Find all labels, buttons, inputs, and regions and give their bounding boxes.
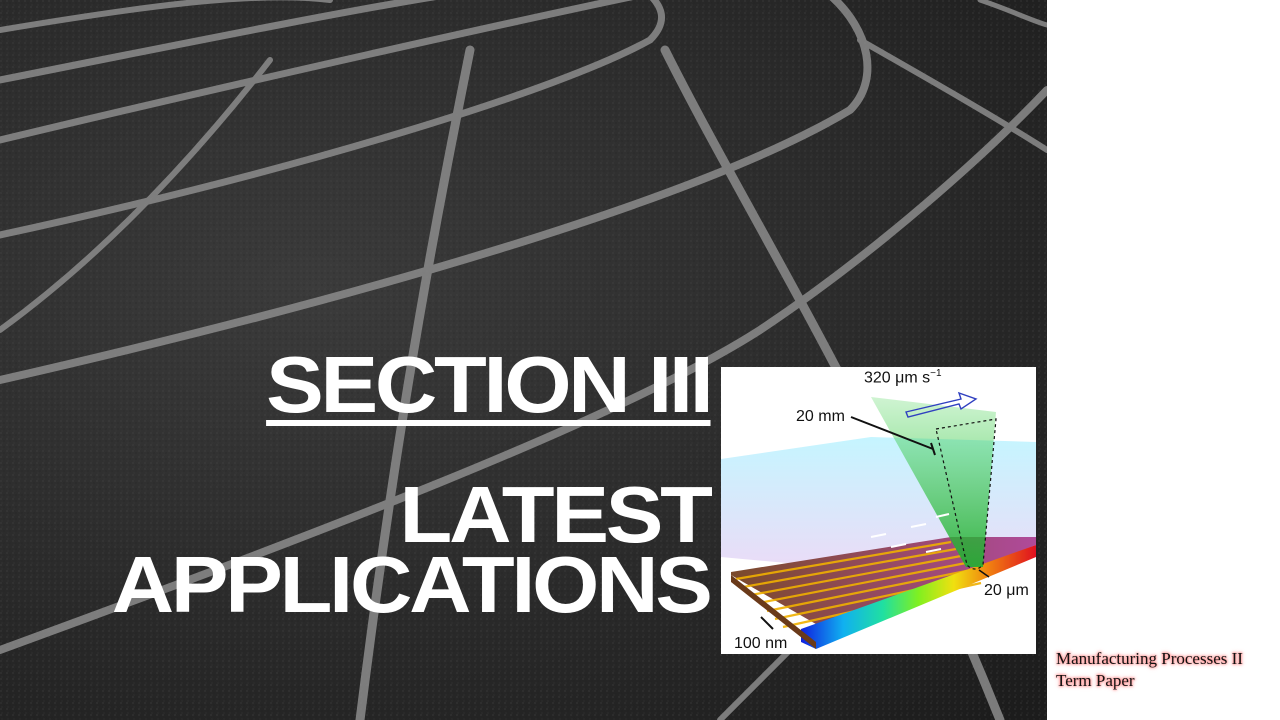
substrate-side xyxy=(731,575,816,649)
track-lane-lines xyxy=(0,0,1047,720)
footer-course: Manufacturing Processes II xyxy=(1056,649,1243,668)
subtitle-line-1: LATEST xyxy=(399,470,713,559)
thickness-scale-line xyxy=(760,616,774,630)
footer-doc-type: Term Paper xyxy=(1056,671,1135,690)
speed-label: 320 μm s−1 xyxy=(864,368,942,387)
direction-arrow-icon xyxy=(905,391,978,418)
film-layer xyxy=(731,537,1036,627)
rainbow-substrate xyxy=(801,545,1036,649)
footer-caption: Manufacturing Processes II Term Paper xyxy=(1056,648,1243,692)
laser-printing-figure: 320 μm s−1 20 mm 20 μm 100 nm xyxy=(721,367,1036,654)
length-label: 20 mm xyxy=(796,408,845,425)
running-track-background xyxy=(0,0,1047,720)
thickness-label: 100 nm xyxy=(734,635,788,652)
figure-illustration xyxy=(721,391,1036,649)
length-scale-line xyxy=(850,416,934,450)
laser-beam xyxy=(871,397,996,567)
width-label: 20 μm xyxy=(984,582,1029,599)
section-subtitle: LATEST APPLICATIONS xyxy=(112,470,713,629)
section-title: SECTION III xyxy=(265,340,714,429)
scan-marks xyxy=(870,513,950,553)
side-panel xyxy=(1047,0,1280,720)
subtitle-line-2: APPLICATIONS xyxy=(112,540,713,629)
